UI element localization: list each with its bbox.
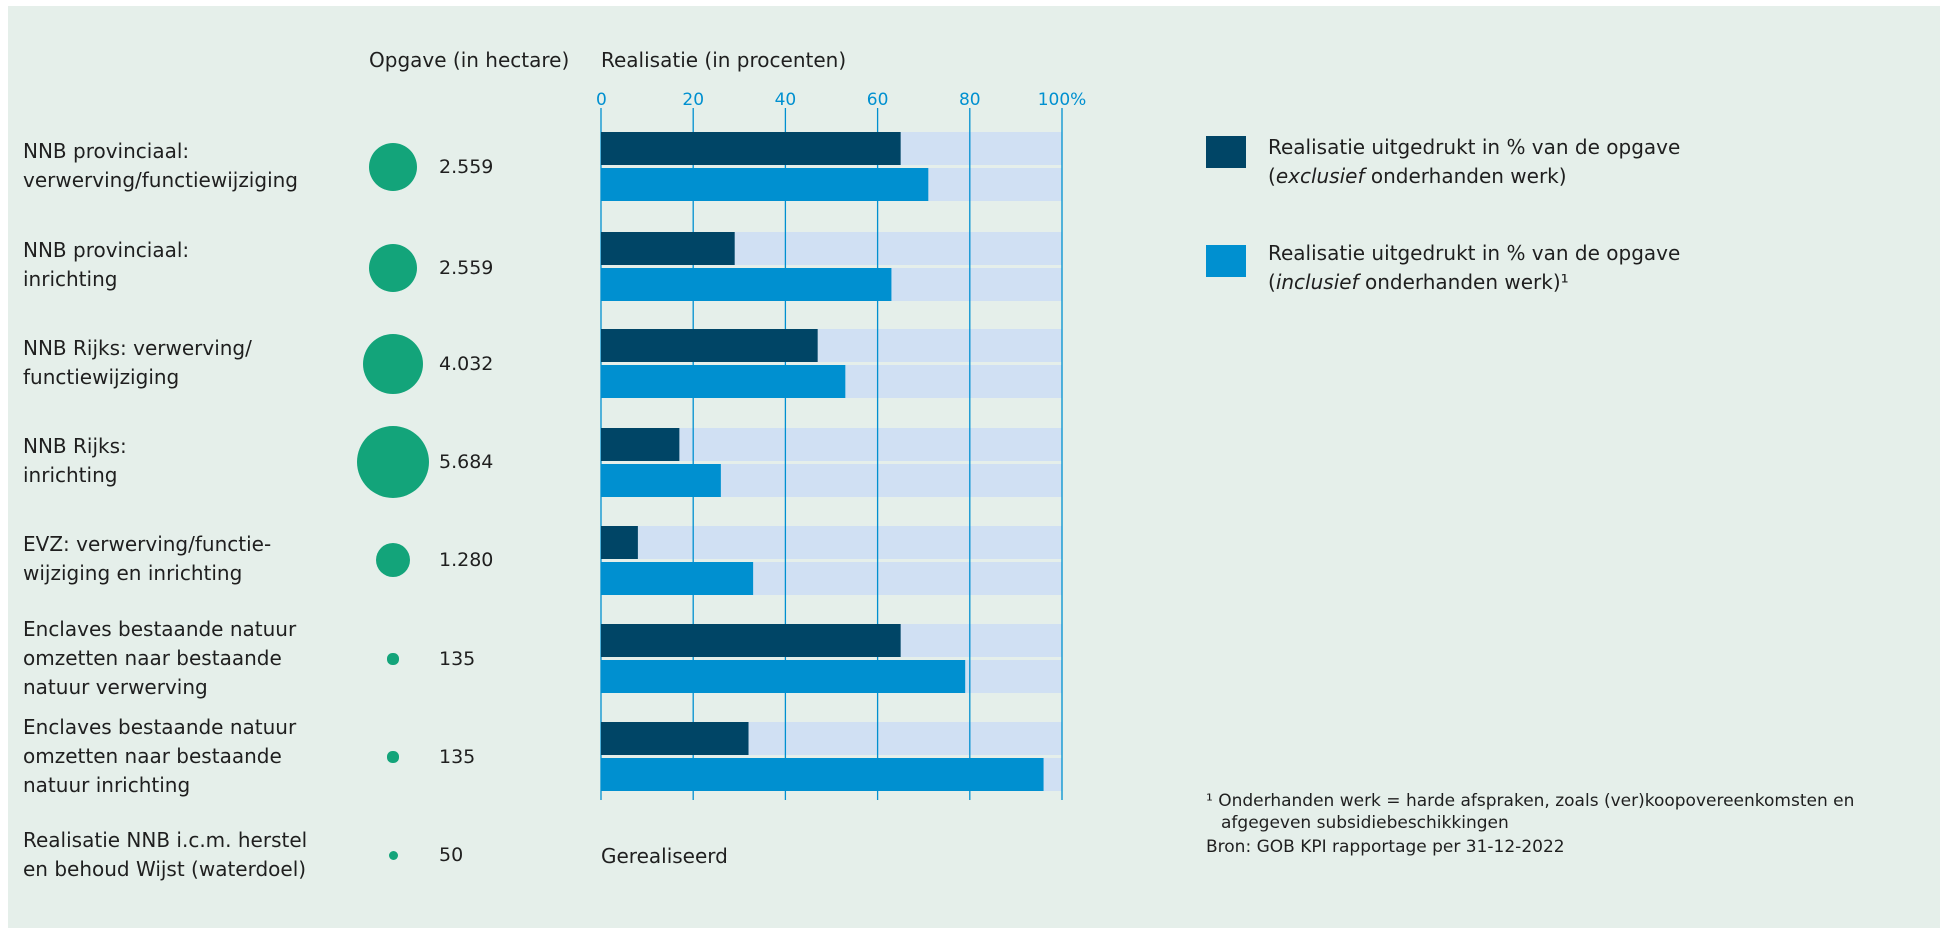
- legend-label-exclusief: Realisatie uitgedrukt in % van de opgave…: [1268, 135, 1681, 188]
- bar-exclusief: [601, 132, 901, 165]
- realisatie-header: Realisatie (in procenten): [601, 48, 847, 72]
- bar-exclusief: [601, 722, 749, 755]
- row-label: EVZ: verwerving/functie-wijziging en inr…: [23, 530, 271, 588]
- opgave-circle: [368, 142, 418, 192]
- opgave-circle: [368, 243, 418, 293]
- opgave-circle: [387, 751, 399, 763]
- opgave-header: Opgave (in hectare): [369, 48, 570, 72]
- bar-exclusief: [601, 624, 901, 657]
- row-label-line: inrichting: [23, 267, 118, 291]
- opgave-value: 135: [439, 746, 476, 768]
- gerealiseerd-label: Gerealiseerd: [601, 844, 728, 868]
- tick-label: 0: [596, 90, 607, 110]
- row-label-line: Realisatie NNB i.c.m. herstel: [23, 828, 308, 852]
- legend-swatch-exclusief: [1206, 136, 1246, 168]
- row-label: Enclaves bestaande natuur omzetten naar b…: [23, 713, 296, 800]
- tick-label: 20: [682, 90, 704, 110]
- row-label-line: natuur inrichting: [23, 773, 191, 797]
- opgave-value: 135: [439, 648, 476, 670]
- opgave-value: 4.032: [439, 353, 494, 375]
- bar-inclusief: [601, 660, 966, 693]
- bar-inclusief: [601, 365, 846, 398]
- row-label-line: NNB provinciaal:: [23, 238, 190, 262]
- tick-label: 100%: [1038, 90, 1087, 110]
- bar-background: [601, 526, 1062, 559]
- opgave-circle: [362, 333, 424, 395]
- tick-label: 60: [867, 90, 889, 110]
- row-label-line: omzetten naar bestaande: [23, 744, 282, 768]
- opgave-value: 2.559: [439, 257, 494, 279]
- bar-inclusief: [601, 268, 892, 301]
- row-label: NNB provinciaal: inrichting: [23, 236, 189, 294]
- row-label: NNB provinciaal: verwerving/functiewijzig…: [23, 137, 298, 195]
- footnote-source: Bron: GOB KPI rapportage per 31-12-2022: [1206, 837, 1565, 857]
- row-label: NNB Rijks: verwerving/functiewijziging: [23, 334, 252, 392]
- row-label-line: NNB Rijks: verwerving/: [23, 336, 252, 360]
- tick-label: 80: [959, 90, 981, 110]
- opgave-value: 1.280: [439, 549, 494, 571]
- row-label-line: Enclaves bestaande natuur: [23, 617, 297, 641]
- row-label-line: wijziging en inrichting: [23, 561, 243, 585]
- row-label-line: Enclaves bestaande natuur: [23, 715, 297, 739]
- footnote-line2: afgegeven subsidiebeschikkingen: [1221, 813, 1509, 833]
- bar-inclusief: [601, 168, 929, 201]
- bar-exclusief: [601, 329, 818, 362]
- bar-inclusief: [601, 464, 721, 497]
- row-label-line: verwerving/functiewijziging: [23, 168, 298, 192]
- row-label-line: EVZ: verwerving/functie-: [23, 532, 272, 556]
- row-label-line: en behoud Wijst (waterdoel): [23, 857, 307, 881]
- legend-swatch-inclusief: [1206, 245, 1246, 277]
- opgave-circle: [388, 850, 398, 860]
- row-label: Enclaves bestaande natuur omzetten naar b…: [23, 615, 296, 702]
- bar-inclusief: [601, 562, 754, 595]
- row-label: NNB Rijks: inrichting: [23, 432, 127, 490]
- bar-exclusief: [601, 428, 680, 461]
- bar-inclusief: [601, 758, 1044, 791]
- opgave-value: 5.684: [439, 451, 494, 473]
- opgave-circle: [357, 426, 429, 498]
- bar-exclusief: [601, 232, 735, 265]
- row-label-line: NNB Rijks:: [23, 434, 127, 458]
- row-label-line: natuur verwerving: [23, 675, 208, 699]
- bar-exclusief: [601, 526, 638, 559]
- opgave-value: 50: [439, 844, 464, 866]
- opgave-circle: [387, 653, 399, 665]
- opgave-circle: [375, 542, 411, 578]
- tick-label: 40: [775, 90, 797, 110]
- opgave-value: 2.559: [439, 156, 494, 178]
- row-label-line: omzetten naar bestaande: [23, 646, 282, 670]
- row-label-line: inrichting: [23, 463, 118, 487]
- footnote-line1: ¹ Onderhanden werk = harde afspraken, zo…: [1206, 791, 1855, 811]
- row-label-line: functiewijziging: [23, 365, 180, 389]
- legend-label-inclusief: Realisatie uitgedrukt in % van de opgave…: [1268, 241, 1681, 294]
- row-label-line: NNB provinciaal:: [23, 139, 190, 163]
- row-label: Realisatie NNB i.c.m. herstel en behoud W…: [23, 826, 307, 884]
